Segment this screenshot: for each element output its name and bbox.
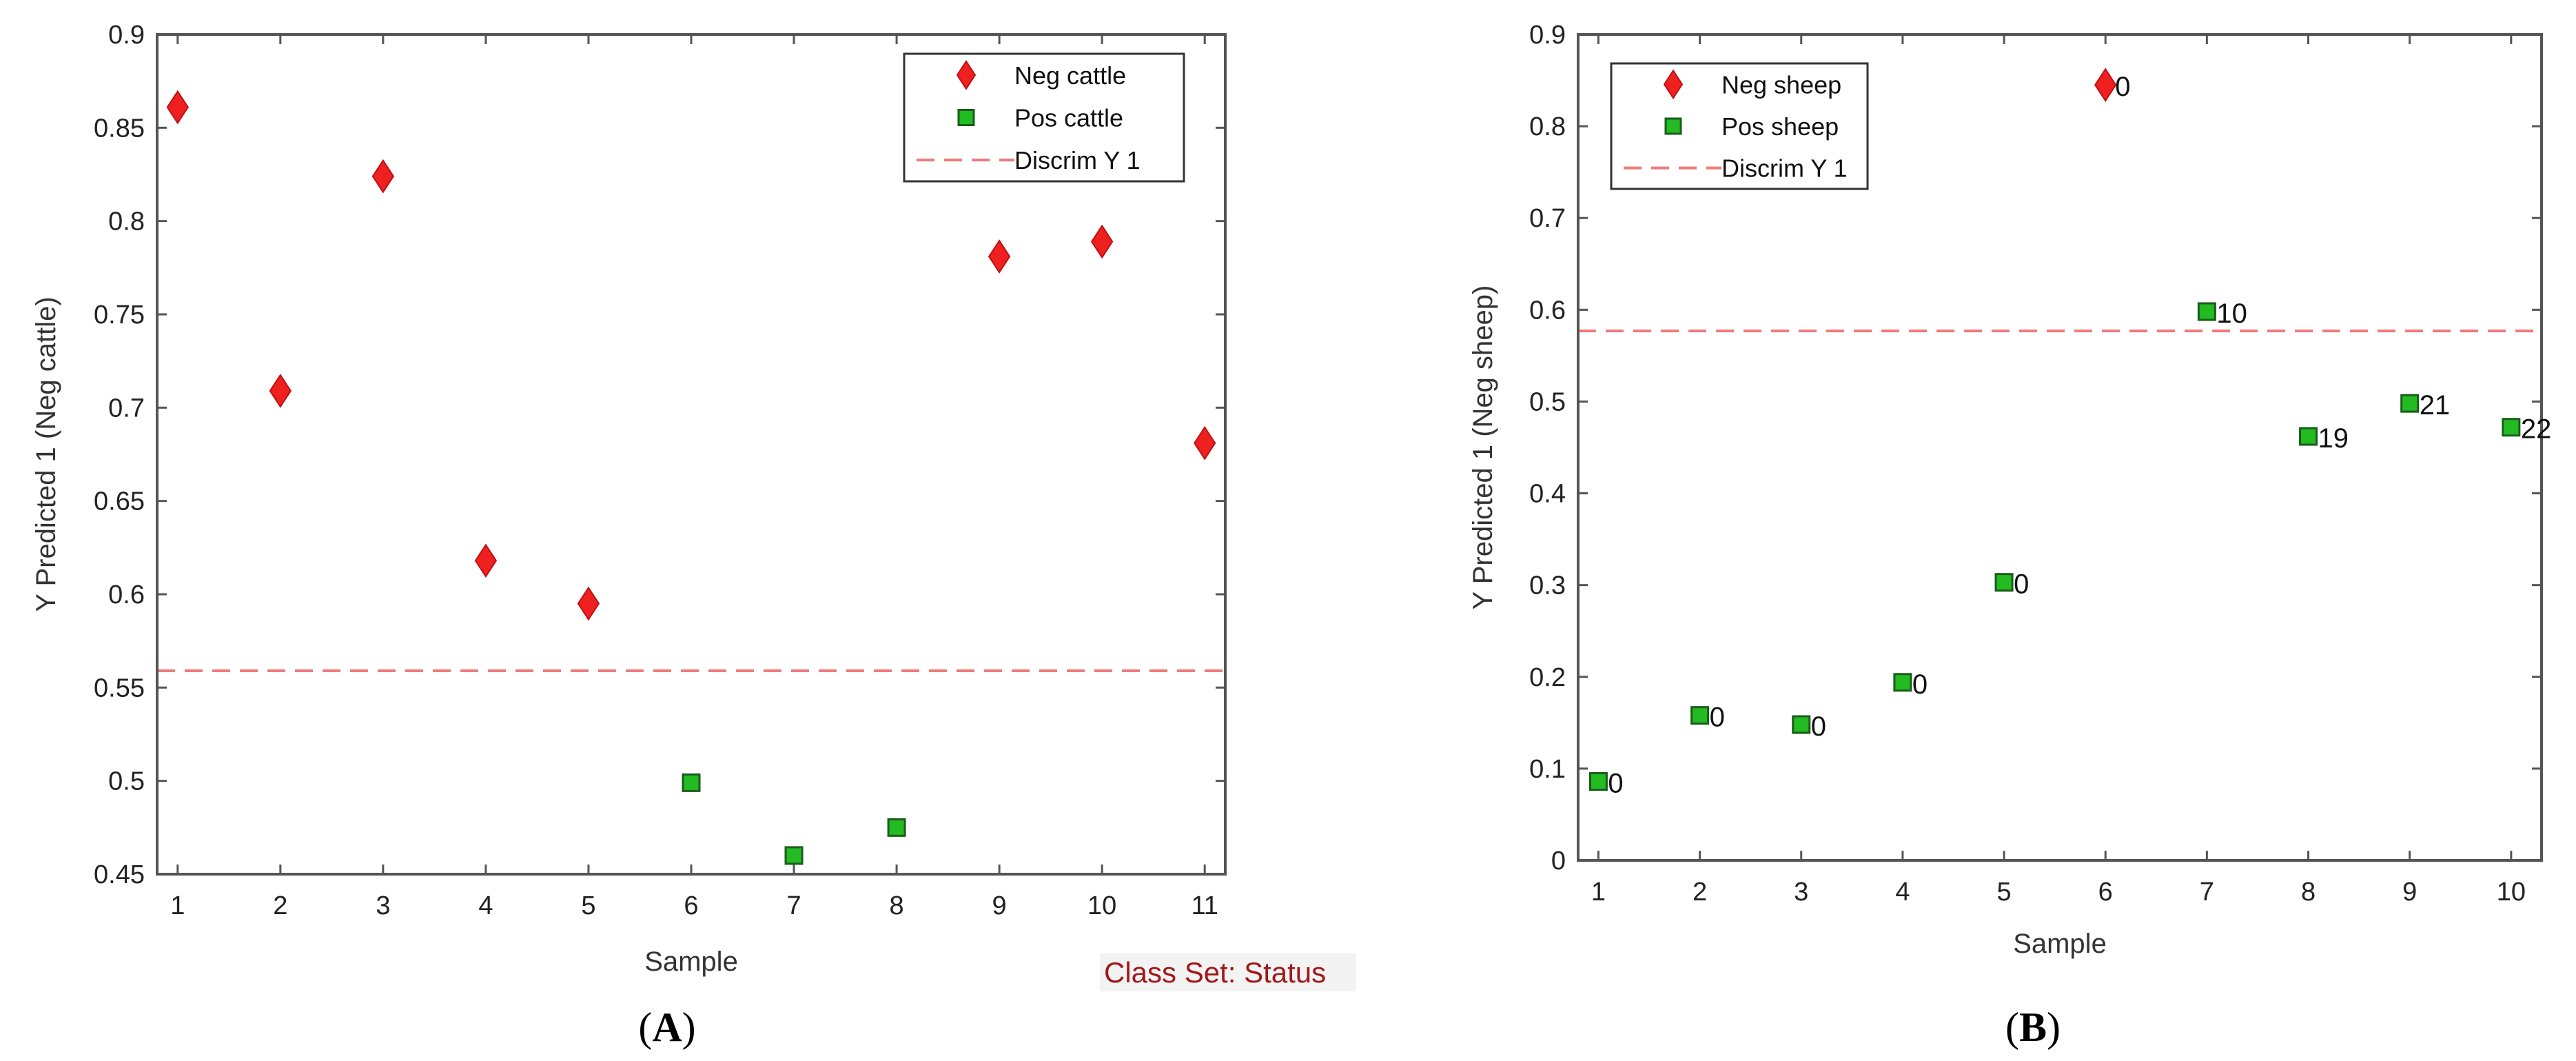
x-tick-label: 4	[478, 891, 493, 920]
x-tick-label: 4	[1895, 878, 1910, 907]
panel-letter-b: B	[2019, 1004, 2047, 1050]
panel-letter-a: A	[652, 1004, 682, 1050]
neg-point	[371, 159, 395, 194]
y-tick-label: 0.5	[1529, 387, 1566, 416]
legend-pos-cattle-marker	[957, 109, 975, 126]
x-tick-label: 1	[1591, 878, 1606, 907]
x-tick-label: 5	[1996, 878, 2011, 907]
x-tick-label: 2	[1693, 878, 1707, 907]
point-label: 0	[1912, 669, 1928, 700]
x-axis-label-a: Sample	[644, 947, 738, 977]
panel-label-a: (A)	[638, 1004, 695, 1050]
y-tick-label: 0.9	[108, 21, 145, 50]
legend-pos-sheep: Pos sheep	[1721, 112, 1839, 141]
point-label: 0	[2115, 72, 2130, 102]
y-tick-label: 0.8	[108, 208, 145, 236]
point-label: 21	[2420, 390, 2451, 421]
pos-point	[887, 818, 906, 837]
x-tick-label: 8	[890, 891, 904, 920]
legend-discrim-b: Discrim Y 1	[1721, 154, 1848, 183]
legend-neg-sheep-marker	[1663, 69, 1684, 100]
y-tick-label: 0.6	[1529, 296, 1566, 325]
pos-point	[1588, 772, 1608, 791]
neg-point	[577, 586, 600, 621]
legend-b: Neg sheep Pos sheep Discrim Y 1	[1610, 62, 1869, 190]
y-tick-label: 0.85	[94, 114, 145, 143]
x-axis-label-b: Sample	[2013, 929, 2107, 959]
y-tick-label: 0	[1551, 847, 1566, 876]
pos-point	[1893, 673, 1912, 692]
y-axis-label-b: Y Predicted 1 (Neg sheep)	[1468, 285, 1498, 610]
neg-point	[166, 90, 190, 125]
legend-discrim-a: Discrim Y 1	[1014, 146, 1141, 174]
plot-frame-b	[1577, 33, 2543, 862]
y-tick-label: 0.55	[94, 674, 145, 703]
y-tick-label: 0.2	[1529, 663, 1566, 692]
pos-point	[2400, 394, 2420, 413]
y-axis-label-a: Y Predicted 1 (Neg cattle)	[31, 296, 61, 612]
x-tick-label: 8	[2301, 878, 2316, 907]
point-label: 0	[1710, 703, 1725, 733]
pos-point	[2197, 302, 2216, 321]
pos-point	[1690, 706, 1710, 725]
x-tick-label: 5	[581, 891, 595, 920]
y-tick-label: 0.7	[108, 394, 145, 423]
neg-point	[474, 543, 498, 578]
x-tick-label: 11	[1191, 891, 1218, 920]
legend-neg-cattle-marker	[956, 59, 977, 90]
point-label: 19	[2318, 423, 2349, 454]
neg-point	[1193, 425, 1216, 461]
x-tick-label: 6	[2098, 878, 2113, 907]
x-tick-label: 2	[273, 891, 287, 920]
x-tick-label: 6	[684, 891, 698, 920]
pos-point	[1994, 573, 2014, 592]
x-tick-label: 10	[1087, 891, 1116, 920]
x-tick-label: 7	[786, 891, 801, 920]
panel-label-b: (B)	[2005, 1004, 2061, 1050]
pos-point	[1792, 715, 1811, 734]
point-label: 10	[2216, 299, 2247, 329]
legend-neg-cattle: Neg cattle	[1014, 61, 1126, 90]
neg-point	[988, 239, 1011, 274]
legend-pos-cattle: Pos cattle	[1014, 104, 1123, 132]
y-tick-label: 0.7	[1529, 204, 1566, 233]
point-label: 0	[1811, 711, 1826, 742]
x-tick-label: 9	[992, 891, 1007, 920]
neg-point	[2094, 68, 2117, 103]
legend-a: Neg cattle Pos cattle Discrim Y 1	[903, 52, 1185, 183]
legend-neg-sheep: Neg sheep	[1721, 70, 1841, 99]
point-label: 0	[2014, 569, 2029, 600]
x-tick-label: 7	[2200, 878, 2214, 907]
x-tick-label: 3	[376, 891, 390, 920]
y-tick-label: 0.65	[94, 487, 145, 516]
y-tick-label: 0.3	[1529, 572, 1566, 600]
legend-pos-sheep-marker	[1664, 117, 1682, 135]
y-tick-label: 0.75	[94, 301, 145, 330]
pos-point	[2502, 418, 2521, 437]
y-tick-label: 0.6	[108, 580, 145, 609]
class-set-note: Class Set: Status	[1104, 956, 1326, 989]
x-tick-label: 10	[2497, 878, 2526, 907]
pos-point	[784, 846, 804, 865]
neg-point	[269, 374, 292, 408]
x-tick-label: 9	[2402, 878, 2417, 907]
y-tick-label: 0.8	[1529, 112, 1566, 141]
chart-panel-a: 1 2 3 4 5 6 7 8 9 10 11 0.45 0.5 0.55 0.6 0.65 0.7 0.75 0.…	[31, 21, 1356, 1050]
chart-panel-b: 1 2 3 4 5 6 7 8 9 1000.10.20.30.40.50.60.70.80.9 …	[1468, 21, 2551, 1050]
y-tick-label: 0.1	[1529, 755, 1566, 784]
y-tick-label: 0.5	[108, 767, 145, 796]
point-label: 0	[1608, 769, 1623, 799]
pos-point	[682, 773, 701, 792]
class-set-note-background	[1100, 953, 1356, 991]
point-label: 22	[2521, 414, 2552, 445]
x-tick-label: 3	[1794, 878, 1808, 907]
neg-point	[1090, 224, 1114, 259]
y-tick-label: 0.4	[1529, 480, 1566, 509]
pos-point	[2299, 427, 2318, 446]
x-tick-label: 1	[170, 891, 185, 920]
y-tick-label: 0.9	[1529, 21, 1566, 50]
y-tick-label: 0.45	[94, 860, 145, 889]
